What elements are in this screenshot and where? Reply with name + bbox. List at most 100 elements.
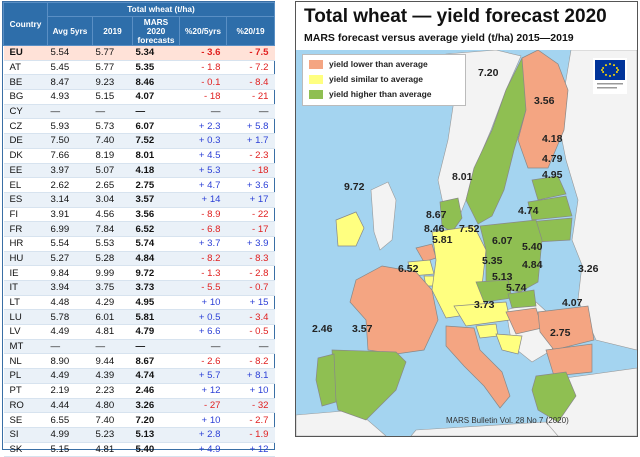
cell-forecast-2020: 3.73 [132,280,180,296]
table-row: ES 3.14 3.04 3.57 + 14 + 17 [3,192,275,208]
region-poland [479,219,543,293]
cell-country: PL [3,368,48,384]
header-mars-2020-forecasts: MARS 2020 forecasts [132,16,180,46]
cell-2019: 4.39 [92,368,133,384]
table-row: EL 2.62 2.65 2.75 + 4.7 + 3.6 [3,177,275,193]
cell-change-vs-5yrs: - 2.6 [179,353,227,370]
cell-change-vs-2019: - 7.5 [226,45,275,61]
yield-table: Country Total wheat (t/ha) Avg 5yrs 2019… [3,2,276,457]
map-value-labels: 7.20 3.56 4.18 4.79 4.95 8.01 9.72 8.67 … [312,67,599,339]
cell-avg-5yrs: 4.93 [47,89,93,105]
cell-country: EE [3,163,48,179]
cell-forecast-2020: 4.95 [132,295,180,311]
cell-change-vs-2019: - 8.3 [226,251,275,267]
cell-change-vs-5yrs: - 1.3 [179,265,227,281]
cell-change-vs-2019: - 2.3 [226,148,275,164]
table-row: LV 4.49 4.81 4.79 + 6.6- 0.5 [3,324,275,340]
cell-change-vs-5yrs: - 27 [179,398,227,414]
cell-forecast-2020: 6.52 [132,221,180,237]
cell-forecast-2020: 8.01 [132,148,180,164]
header-avg-5yrs: Avg 5yrs [47,16,93,46]
header-2019: 2019 [92,16,133,46]
value-label-portugal: 2.46 [312,323,333,335]
cell-change-vs-2019: - 8.2 [226,353,275,370]
cell-change-vs-5yrs: - 0.1 [179,74,227,91]
cell-forecast-2020: 5.13 [132,427,180,443]
region-slovakia [507,289,537,309]
cell-forecast-2020: — [132,104,180,120]
legend-label-similar: yield similar to average [329,74,424,84]
cell-avg-5yrs: 4.44 [47,398,93,414]
eu-countries [315,50,595,423]
table-row-eu: EU 5.54 5.77 5.34- 3.6- 7.5 [3,45,275,61]
map-legend: yield lower than average yield similar t… [302,54,466,106]
source-note: MARS Bulletin Vol. 28 No 7 (2020) [446,416,569,425]
table-row: IE 9.84 9.99 9.72- 1.3- 2.8 [3,265,275,281]
cell-country: EL [3,177,48,193]
cell-forecast-2020: 7.52 [132,133,180,149]
region-latvia [527,195,573,221]
cell-avg-5yrs: 4.48 [47,295,93,311]
table-row: HU 5.27 5.28 4.84- 8.2- 8.3 [3,251,275,267]
cell-avg-5yrs: 2.62 [47,177,93,193]
value-label-latvia: 4.79 [542,153,563,165]
cell-change-vs-2019: — [226,339,275,355]
cell-change-vs-5yrs: + 10 [179,412,227,428]
cell-change-vs-5yrs: + 0.5 [179,309,227,326]
cell-forecast-2020: 5.74 [132,236,180,252]
legend-swatch-similar [309,75,323,85]
map-title: Total wheat — yield forecast 2020 [304,6,607,27]
cell-change-vs-2019: + 10 [226,383,275,399]
cell-avg-5yrs: 4.49 [47,368,93,384]
value-label-ireland: 9.72 [344,181,365,193]
cell-forecast-2020: 3.56 [132,207,180,223]
value-label-france: 6.52 [398,263,419,275]
value-label-czechia: 6.07 [492,235,513,247]
header-change-vs-2019: %20/19 [225,16,276,46]
cell-country: SE [3,412,48,428]
region-romania [537,305,595,351]
value-label-netherlands: 8.67 [426,209,447,221]
cell-change-vs-5yrs: + 5.3 [179,163,227,179]
cell-2019: 9.44 [92,353,133,370]
value-label-austria: 5.35 [482,255,503,267]
cell-change-vs-2019: + 12 [226,442,275,457]
cell-2019: 4.81 [92,442,133,457]
eu-flag-logo [593,58,627,94]
legend-item-lower: yield lower than average [309,59,428,71]
cell-2019: 5.07 [92,163,133,179]
wheat-yield-table: Country Total wheat (t/ha) Avg 5yrs 2019… [2,1,276,457]
cell-change-vs-5yrs: + 2.3 [179,118,227,135]
cell-2019: 9.99 [92,265,133,281]
value-label-bulgaria: 4.07 [562,297,583,309]
cell-change-vs-2019: + 8.1 [226,368,275,384]
region-finland [517,50,569,169]
cell-forecast-2020: 2.75 [132,177,180,193]
value-label-poland: 4.74 [518,205,539,217]
cell-avg-5yrs: 5.45 [47,60,93,76]
cell-country: IT [3,280,48,296]
table-row: IT 3.94 3.75 3.73- 5.5- 0.7 [3,280,275,296]
cell-change-vs-5yrs: + 14 [179,192,227,208]
cell-avg-5yrs: 3.91 [47,207,93,223]
legend-item-higher: yield higher than average [309,89,432,101]
table-row: RO 4.44 4.80 3.26- 27- 32 [3,398,275,414]
cell-country: AT [3,60,48,76]
cell-change-vs-5yrs: + 12 [179,383,227,399]
value-label-luxembourg: 5.81 [432,234,453,246]
region-slovenia [475,323,499,339]
cell-avg-5yrs: — [47,339,93,355]
cell-avg-5yrs: 5.15 [47,442,93,457]
table-row: HR 5.54 5.53 5.74 + 3.7 + 3.9 [3,236,275,252]
cell-2019: 6.01 [92,309,133,326]
table-row: SE 6.55 7.40 7.20 + 10- 2.7 [3,412,275,428]
table-row: EE 3.97 5.07 4.18 + 5.3- 18 [3,163,275,179]
cell-2019: 2.65 [92,177,133,193]
cell-change-vs-2019: - 21 [226,89,275,105]
map-subtitle: MARS forecast versus average yield (t/ha… [304,32,574,44]
region-denmark [439,197,463,233]
region-croatia [495,333,523,355]
cell-change-vs-2019: - 7.2 [226,60,275,76]
value-label-sweden: 7.20 [478,67,499,79]
cell-country: LV [3,324,48,340]
